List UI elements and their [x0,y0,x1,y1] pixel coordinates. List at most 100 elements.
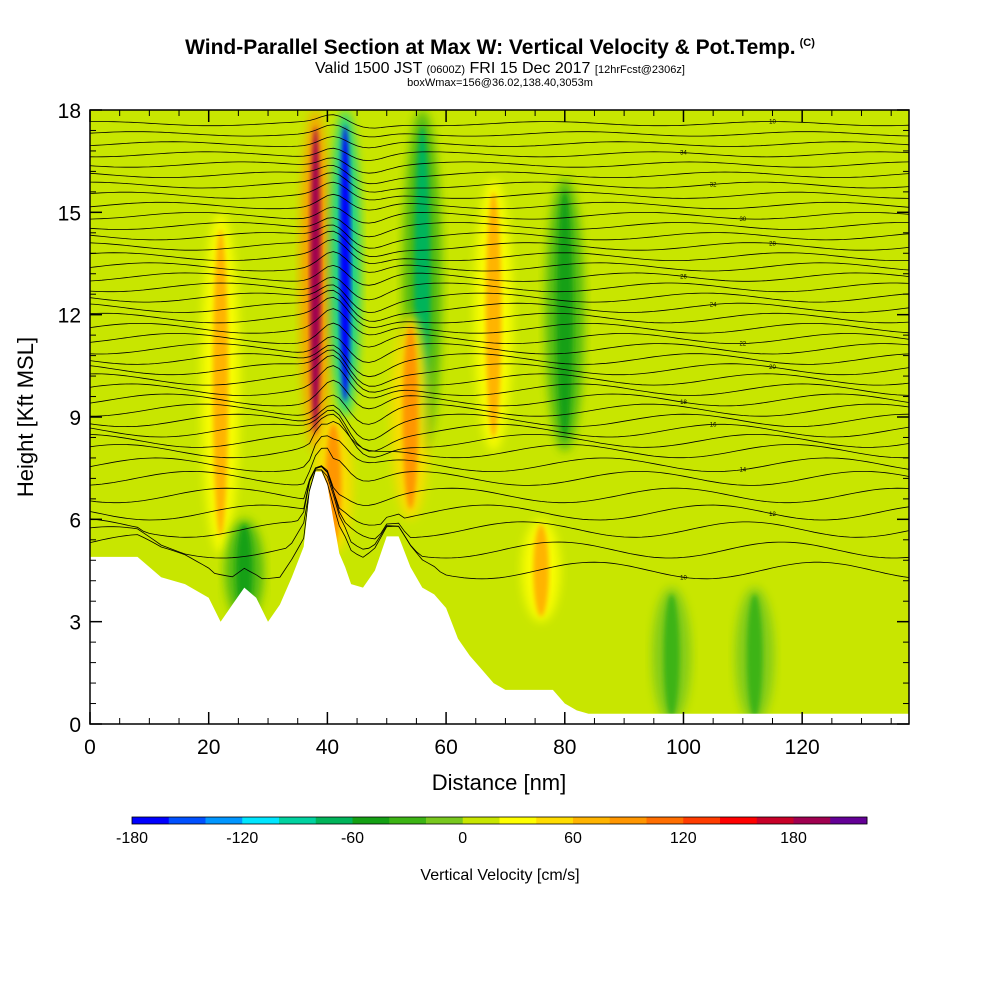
colorbar-tick-label: 120 [670,830,697,847]
colorbar-swatch [352,817,390,824]
colorbar-swatch [279,817,317,824]
isentrope-line [90,147,909,162]
colorbar-frame [131,816,868,825]
isentrope-line [90,344,909,378]
isentrope-line [90,469,909,559]
velocity-feature [533,524,549,617]
velocity-feature [746,594,763,718]
y-tick-label: 6 [69,509,81,532]
isentrope-line [90,413,909,458]
colorbar-swatch [756,817,794,824]
isentrope-line [90,172,909,193]
isentrope-label: 16 [710,422,717,428]
valid-date: FRI 15 Dec 2017 [469,60,591,77]
isentrope-line [90,239,909,264]
isentrope-line [90,251,909,273]
isentrope-line [90,394,909,425]
isentrope-line [90,379,909,410]
isentrope-label: 30 [739,217,746,223]
colorbar-tick-label: -60 [341,830,364,847]
isentrope-line [90,465,909,540]
colorbar-tick-label: -120 [226,830,258,847]
chart-title-text: Wind-Parallel Section at Max W: Vertical… [185,36,796,59]
x-tick-label: 120 [785,736,820,759]
chart-title: Wind-Parallel Section at Max W: Vertical… [0,36,1000,60]
colorbar-swatch [462,817,500,824]
colorbar-swatch [242,817,280,824]
colorbar-tick-label: -180 [116,830,148,847]
x-tick-label: 80 [553,736,576,759]
isentrope-line [90,264,909,286]
isentrope-line [90,230,909,258]
x-tick-label: 40 [316,736,339,759]
colorbar-swatch [132,817,170,824]
isentrope-label: 12 [769,512,776,518]
isentrope-line [90,136,909,149]
isentrope-line [90,365,909,399]
colorbar-tick-label: 0 [458,830,467,847]
colorbar-swatch [205,817,243,824]
velocity-feature [663,594,680,718]
isentrope-label: 34 [680,151,687,157]
x-tick-label: 60 [434,736,457,759]
velocity-feature [339,125,351,402]
isentrope-line [90,124,909,138]
isentrope-label: 18 [680,400,687,406]
isentrope-line [90,164,909,185]
isentrope-line [90,206,909,224]
colorbar-swatch [536,817,574,824]
colorbar-swatch [315,817,353,824]
colorbar-label: Vertical Velocity [cm/s] [420,867,579,884]
y-tick-label: 9 [69,407,81,430]
velocity-feature [485,191,502,438]
isentrope-label: 10 [680,575,687,581]
isentrope-line [90,181,909,201]
forecast-info: [12hrFcst@2306z] [594,64,685,76]
y-tick-label: 12 [58,305,81,328]
colorbar-swatch [720,817,758,824]
colorbar: -180 -120 -60 0 60 120 180 [116,816,868,847]
plot-area: 10 12 14 16 18 20 22 24 26 28 30 32 34 10 [90,110,909,724]
isentrope-line [90,420,909,459]
isentrope-label: 28 [769,241,776,247]
colorbar-swatch [168,817,206,824]
isentrope-line [90,284,909,314]
colorbar-tick-label: 60 [564,830,582,847]
x-tick-label: 100 [666,736,701,759]
isentrope-line [90,193,909,211]
velocity-feature [310,127,321,435]
isentrope-line [90,435,909,473]
valid-utc: (0600Z) [426,64,466,76]
isentrope-line [90,349,909,387]
x-tick-label: 20 [197,736,220,759]
isentrope-line [90,322,909,348]
isentrope-label: 24 [710,303,717,309]
colorbar-swatch [499,817,537,824]
terrain [90,471,909,724]
isentrope-line [90,224,909,249]
isentrope-line [90,466,909,526]
isentrope-line [90,409,909,452]
isentrope-label: 10 [769,120,776,126]
isentrope-label: 26 [680,274,687,280]
isentrope-line [90,114,909,129]
y-tick-label: 18 [58,100,81,123]
x-axis: 0 20 40 60 80 100 120 [84,110,892,759]
isentrope-label: 20 [769,365,776,371]
isentrope-line [90,447,909,486]
isentrope-label: 32 [710,182,717,188]
copyright-mark: (C) [799,37,815,49]
velocity-feature [556,191,573,438]
x-axis-label: Distance [nm] [432,770,567,795]
colorbar-swatch [830,817,868,824]
isentrope-line [90,289,909,322]
y-tick-label: 3 [69,612,81,635]
isentrope-line [90,469,909,580]
isentrope-label: 14 [739,468,746,474]
colorbar-tick-label: 180 [780,830,807,847]
velocity-feature [212,229,229,537]
isentrope-line [90,296,909,328]
isentrope-line [90,404,909,441]
isentrope-line [90,465,909,506]
